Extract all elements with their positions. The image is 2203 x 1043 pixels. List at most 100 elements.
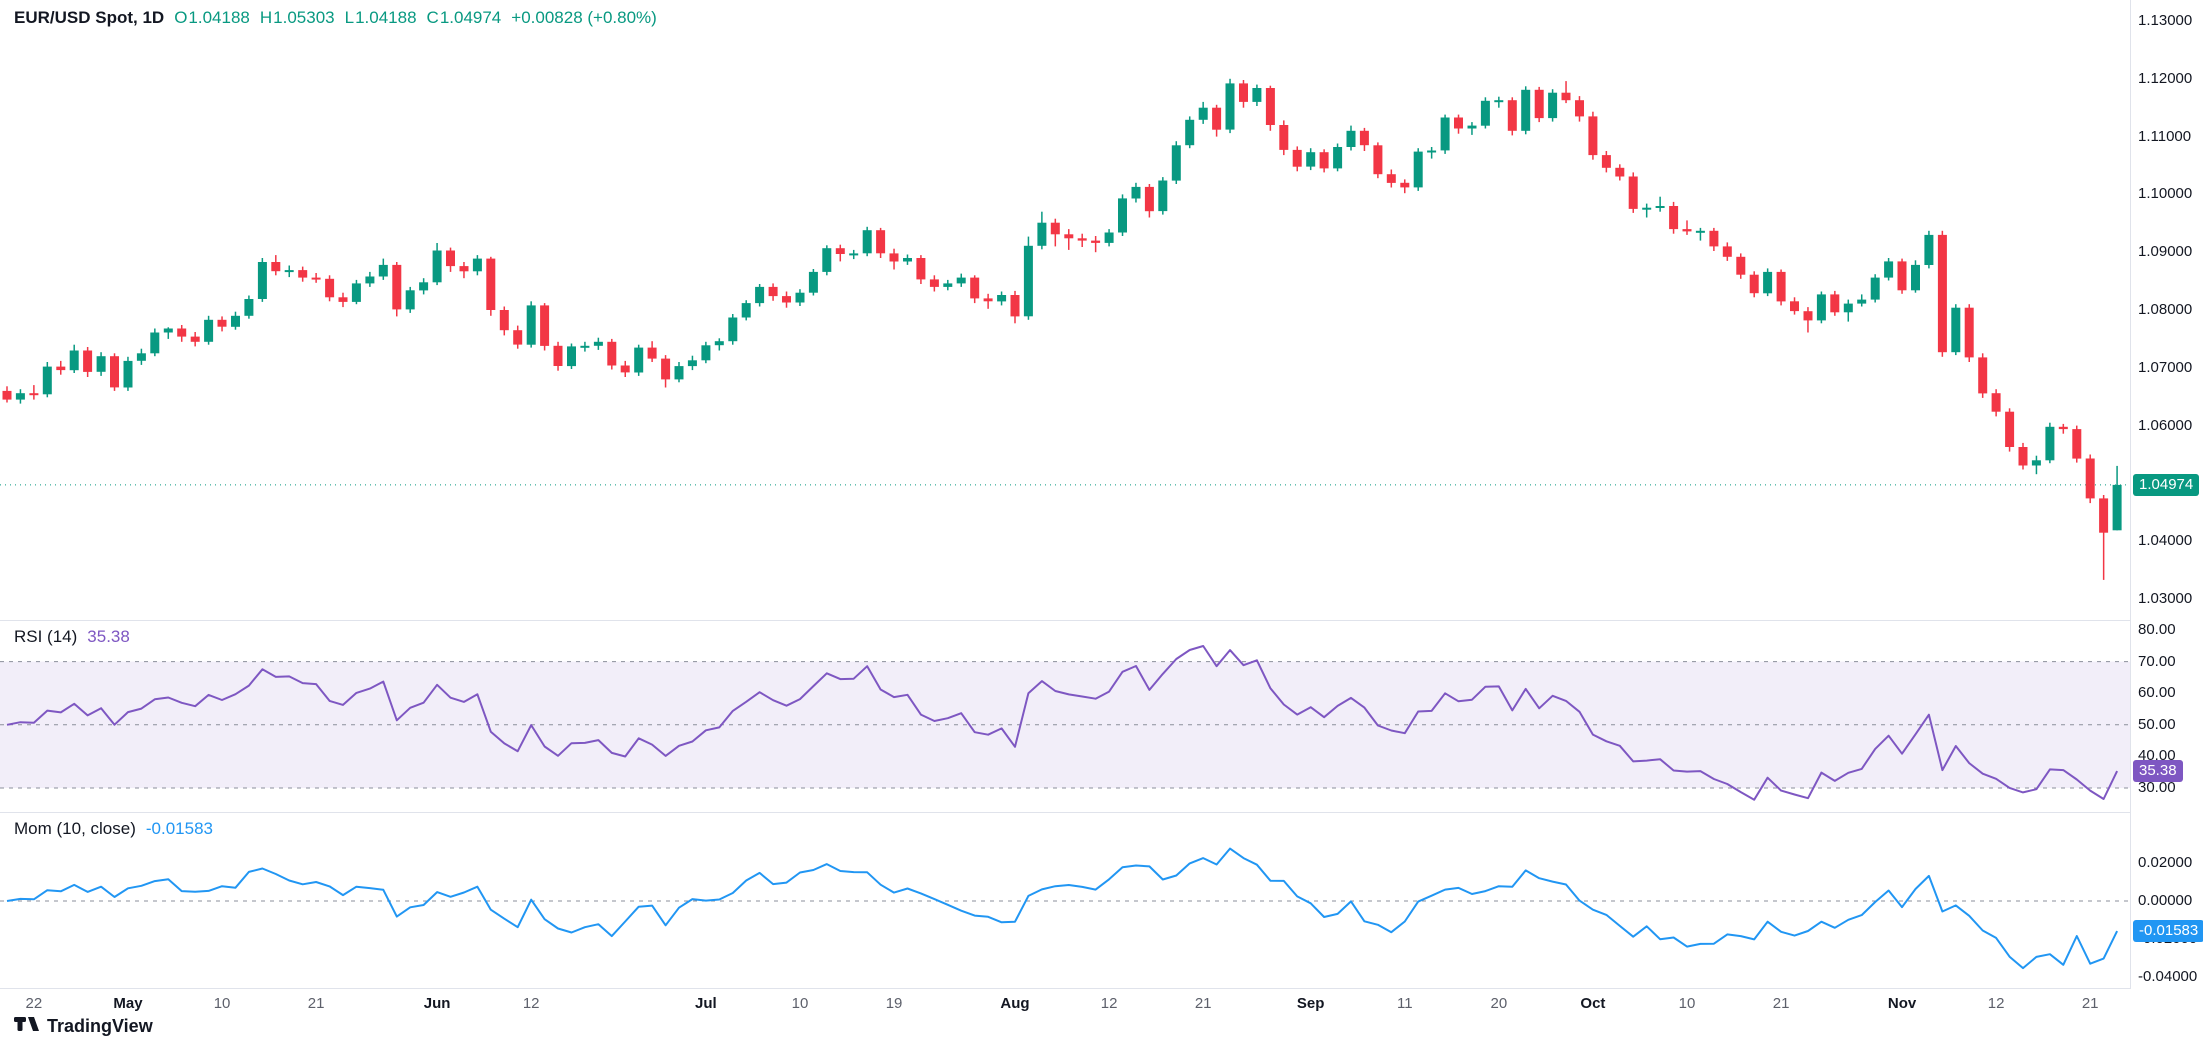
main-legend[interactable]: EUR/USD Spot, 1D O 1.04188 H 1.05303 L 1…: [14, 8, 657, 28]
price-axis-label: 1.11000: [2138, 127, 2192, 145]
rsi-axis-label: 60.00: [2138, 684, 2176, 702]
candle: [903, 258, 912, 262]
tradingview-wordmark: TradingView: [47, 1015, 153, 1036]
rsi-chart-canvas[interactable]: [0, 621, 2130, 812]
rsi-value-badge: 35.38: [2133, 759, 2183, 782]
rsi-axis-label: 50.00: [2138, 715, 2176, 733]
candle: [136, 353, 146, 361]
candle: [177, 328, 187, 337]
candle: [446, 250, 455, 267]
candle: [311, 277, 321, 280]
candle: [943, 283, 953, 287]
candle: [1682, 229, 1692, 232]
candle: [231, 315, 240, 327]
candle: [284, 270, 294, 273]
rsi-legend[interactable]: RSI (14) 35.38: [14, 627, 130, 647]
candle: [1386, 174, 1396, 183]
candle: [876, 230, 886, 254]
candle: [1507, 100, 1517, 131]
candle: [701, 345, 711, 361]
candle: [647, 347, 657, 359]
time-axis-label: 21: [1772, 995, 1790, 1012]
candle: [553, 345, 563, 366]
tradingview-logo[interactable]: TradingView: [14, 1013, 153, 1039]
candle: [593, 341, 603, 346]
candle: [1037, 222, 1047, 246]
candle: [1709, 230, 1719, 247]
candle: [123, 360, 133, 388]
rsi-title[interactable]: RSI (14): [14, 627, 78, 646]
candle: [526, 305, 536, 345]
candle: [2, 390, 12, 400]
candle: [728, 317, 738, 342]
candle: [1548, 92, 1558, 119]
time-axis-label: 19: [885, 995, 903, 1012]
candle: [1615, 167, 1625, 177]
candle: [83, 350, 93, 372]
momentum-pane[interactable]: Mom (10, close) -0.01583: [0, 813, 2130, 989]
candle: [1588, 116, 1598, 156]
price-axis-label: 1.09000: [2138, 243, 2193, 261]
candle: [1857, 299, 1867, 304]
candle: [755, 286, 765, 304]
candle: [1695, 230, 1705, 233]
candle: [1776, 271, 1786, 302]
candle: [1023, 245, 1033, 317]
candle: [163, 328, 173, 333]
candle: [1346, 130, 1356, 147]
candle: [540, 305, 550, 346]
candle: [69, 350, 79, 371]
candle: [2031, 460, 2041, 466]
time-axis-label: 21: [2081, 995, 2099, 1012]
time-axis-label: Oct: [1580, 995, 1606, 1012]
candle: [1225, 83, 1235, 130]
candle: [1212, 107, 1222, 130]
momentum-axis-label: -0.04000: [2138, 968, 2198, 985]
candle: [1064, 234, 1074, 239]
candle: [204, 319, 214, 342]
candle: [1050, 222, 1060, 235]
candle: [2018, 447, 2028, 466]
candle: [835, 248, 845, 254]
rsi-pane[interactable]: RSI (14) 35.38: [0, 621, 2130, 813]
main-chart-canvas[interactable]: [0, 0, 2130, 620]
candle: [1279, 125, 1289, 150]
candle: [1763, 271, 1773, 294]
symbol-title[interactable]: EUR/USD Spot, 1D: [14, 8, 165, 27]
candle: [1521, 89, 1531, 131]
candle: [2099, 498, 2109, 533]
time-axis-label: 10: [791, 995, 809, 1012]
momentum-legend[interactable]: Mom (10, close) -0.01583: [14, 819, 213, 839]
candle: [1144, 186, 1154, 212]
candle: [1816, 294, 1826, 321]
candle: [1642, 207, 1652, 210]
momentum-title[interactable]: Mom (10, close): [14, 819, 136, 838]
candle: [42, 366, 52, 395]
candle: [620, 365, 630, 373]
change-value: +0.00828 (+0.80%): [511, 8, 657, 27]
candle: [1359, 130, 1369, 146]
ohlc-high: H 1.05303: [259, 8, 335, 27]
time-axis-label: 21: [1194, 995, 1212, 1012]
price-axis-label: 1.10000: [2138, 185, 2193, 203]
candle: [1924, 234, 1934, 265]
time-axis-label: 20: [1490, 995, 1508, 1012]
momentum-value: -0.01583: [145, 819, 213, 838]
candle: [298, 270, 308, 278]
candle: [486, 258, 496, 310]
candle: [2005, 411, 2015, 447]
candle: [1185, 119, 1195, 146]
price-pane[interactable]: EUR/USD Spot, 1D O 1.04188 H 1.05303 L 1…: [0, 0, 2130, 621]
candle: [1722, 246, 1732, 257]
candle: [674, 366, 684, 380]
candle: [661, 358, 671, 380]
candle: [190, 336, 200, 342]
rsi-value: 35.38: [87, 627, 130, 646]
momentum-chart-canvas[interactable]: [0, 813, 2130, 988]
price-axis-label: 1.08000: [2138, 301, 2193, 318]
candle: [1413, 151, 1423, 188]
candle: [1897, 261, 1907, 291]
time-axis[interactable]: 22 May 10 21 Jun 12 Jul 10 19 Aug 12 21 Sep 11 20 Oct 10…: [0, 989, 2130, 1017]
candle: [2058, 426, 2068, 430]
